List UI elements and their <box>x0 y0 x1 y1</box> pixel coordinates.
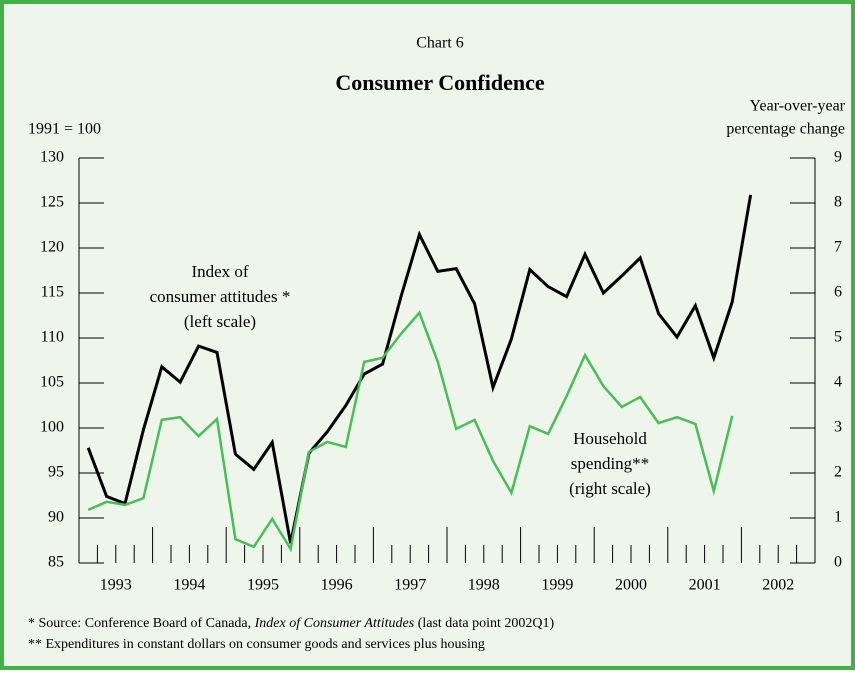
footnote-part: (last data point 2002Q1) <box>414 616 554 631</box>
x-tick-label: 1998 <box>468 577 500 594</box>
y2-tick-label: 6 <box>834 284 842 301</box>
y-tick-label: 100 <box>40 419 64 436</box>
x-tick-label: 2002 <box>762 577 794 594</box>
annotation: spending** <box>571 454 649 473</box>
y2-tick-label: 1 <box>834 509 842 526</box>
y-tick-label: 115 <box>41 284 64 301</box>
y2-axis-label: percentage change <box>726 121 845 138</box>
y2-tick-label: 5 <box>834 329 842 346</box>
footnote: * Source: Conference Board of Canada, In… <box>28 616 555 631</box>
x-tick-label: 2001 <box>689 577 721 594</box>
x-tick-label: 1997 <box>394 577 426 594</box>
y-tick-label: 85 <box>48 554 64 571</box>
chart-label: Chart 6 <box>416 35 464 52</box>
y-tick-label: 95 <box>48 464 64 481</box>
y-axis-label: 1991 = 100 <box>28 121 101 138</box>
x-tick-label: 1995 <box>247 577 279 594</box>
footnote-part: * Source: Conference Board of Canada, <box>28 616 255 631</box>
footnote-part: ** Expenditures in constant dollars on c… <box>28 637 485 652</box>
y-tick-label: 130 <box>40 149 64 166</box>
x-tick-label: 2000 <box>615 577 647 594</box>
annotation: Index of <box>191 262 248 281</box>
x-tick-label: 1993 <box>100 577 132 594</box>
line-series <box>87 310 734 553</box>
chart-title: Consumer Confidence <box>335 70 544 95</box>
annotation: (right scale) <box>569 479 651 498</box>
line-series <box>86 194 753 544</box>
annotation: consumer attitudes * <box>150 287 291 306</box>
annotation: (left scale) <box>184 312 256 331</box>
y-tick-label: 110 <box>41 329 64 346</box>
annotation: Household <box>573 429 647 448</box>
x-tick-label: 1999 <box>541 577 573 594</box>
y2-tick-label: 7 <box>834 239 842 256</box>
y2-tick-label: 3 <box>834 419 842 436</box>
y-tick-label: 125 <box>40 194 64 211</box>
y2-tick-label: 0 <box>834 554 842 571</box>
y-tick-label: 105 <box>40 374 64 391</box>
y2-tick-label: 8 <box>834 194 842 211</box>
y-tick-label: 120 <box>40 239 64 256</box>
footnote: ** Expenditures in constant dollars on c… <box>28 637 485 652</box>
y-tick-label: 90 <box>48 509 64 526</box>
y2-tick-label: 4 <box>834 374 842 391</box>
x-tick-label: 1994 <box>173 577 205 594</box>
y2-axis-label: Year-over-year <box>750 98 846 115</box>
y2-tick-label: 2 <box>834 464 842 481</box>
footnote-part: Index of Consumer Attitudes <box>254 616 415 631</box>
x-tick-label: 1996 <box>321 577 353 594</box>
y2-tick-label: 9 <box>834 149 842 166</box>
